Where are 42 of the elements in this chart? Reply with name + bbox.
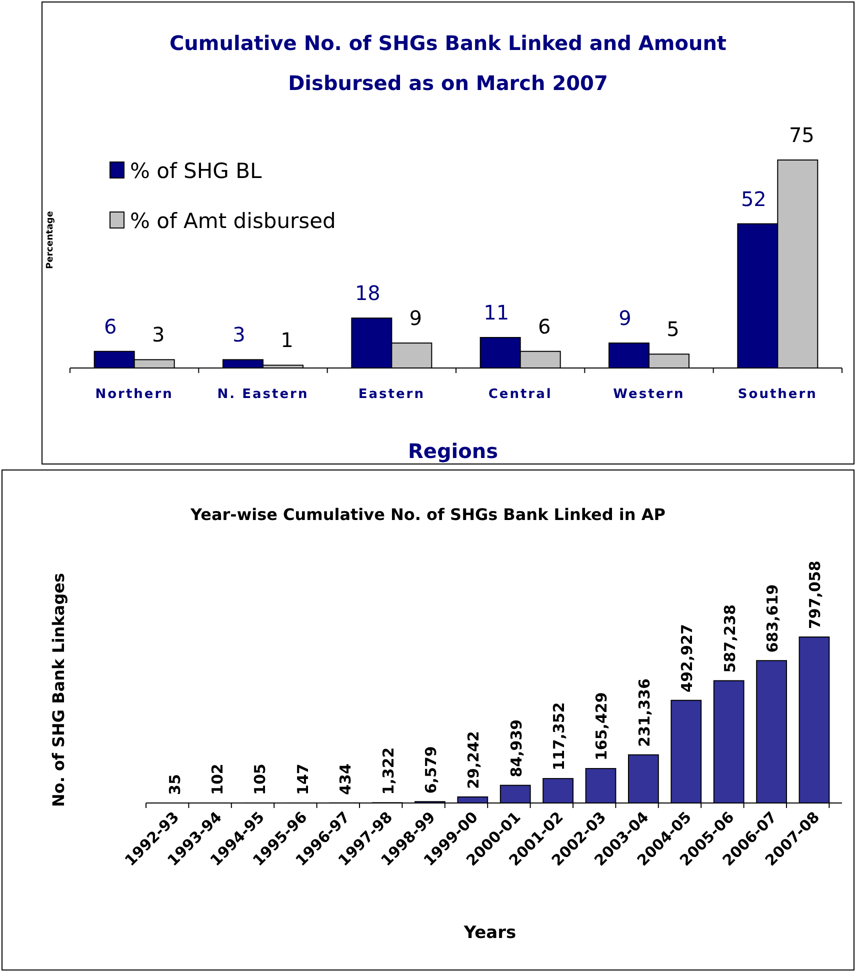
x-tick-label: Western [613,387,685,402]
data-label: 29,242 [464,731,483,789]
legend-label: % of Amt disbursed [130,209,336,233]
x-axis-title: Years [462,923,516,943]
data-label: 3 [152,322,165,347]
y-axis-title: Percentage [45,211,56,269]
data-label: 11 [484,300,510,324]
data-label: 75 [788,123,814,147]
data-label: 117,352 [550,702,568,771]
data-label: 492,927 [678,624,696,692]
data-label: 84,939 [507,719,526,778]
data-label: 231,336 [635,678,654,747]
data-label: 6 [104,314,117,338]
data-label: 3 [232,322,246,347]
chart-title: Year-wise Cumulative No. of SHGs Bank Linked in AP [190,505,666,524]
data-label: 797,058 [806,560,824,629]
x-tick-label: Northern [95,387,174,402]
data-label: 147 [294,764,312,795]
x-tick-label: N. Eastern [217,387,309,402]
x-axis-title: Regions [408,439,498,463]
x-tick-label: Eastern [358,387,425,402]
data-label: 102 [208,764,226,795]
data-label: 9 [409,306,422,330]
chart-title: Cumulative No. of SHGs Bank Linked and Amount Disbursed as on March 2007 [170,31,727,95]
data-label: 434 [336,764,355,795]
legend-label: % of SHG BL [130,159,262,183]
data-label: 5 [666,317,680,342]
y-axis-title: No. of SHG Bank Linkages [49,572,68,808]
data-label: 6,579 [422,746,440,794]
data-label: 9 [618,306,632,330]
data-label: 165,429 [592,692,611,761]
data-label: 52 [740,186,766,211]
data-label: 6 [538,314,551,338]
data-label: 1,322 [379,747,398,795]
data-label: 105 [251,764,270,795]
data-label: 683,619 [764,584,782,653]
data-label: 18 [354,281,380,306]
x-tick-label: Central [488,387,552,402]
data-label: 1 [280,328,294,352]
data-label: 35 [166,774,184,795]
x-tick-label: Southern [738,387,818,402]
data-label: 587,238 [720,604,739,673]
